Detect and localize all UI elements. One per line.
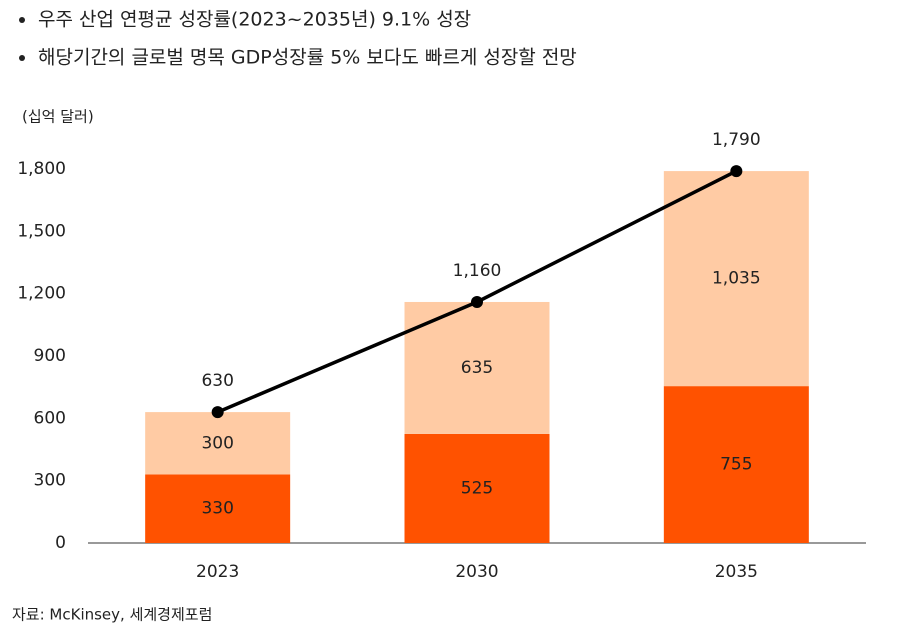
value-label: 755: [720, 455, 752, 475]
bar-segment: [145, 412, 291, 475]
bar-segment: [145, 474, 291, 543]
x-tick-label: 2035: [715, 562, 758, 582]
x-tick-label: 2030: [455, 562, 498, 582]
value-label: 630: [201, 371, 233, 391]
y-tick-label: 1,500: [17, 221, 66, 241]
y-tick-label: 1,800: [17, 159, 66, 179]
y-axis-unit: (십억 달러): [22, 108, 94, 126]
value-label: 1,790: [712, 130, 761, 150]
bullet: [19, 17, 25, 23]
y-tick-label: 900: [34, 346, 66, 366]
value-label: 1,035: [712, 269, 761, 289]
note: 해당기간의 글로벌 명목 GDP성장률 5% 보다도 빠르게 성장할 전망: [38, 47, 577, 69]
bar-segment: [404, 433, 550, 543]
line-point: [211, 406, 224, 419]
value-label: 635: [461, 358, 493, 378]
line-point: [471, 295, 483, 308]
y-tick-label: 0: [55, 533, 66, 553]
value-label: 1,160: [453, 261, 502, 281]
y-tick-label: 300: [34, 471, 66, 491]
value-label: 300: [201, 433, 233, 453]
bar-segment: [663, 171, 809, 387]
y-tick-label: 1,200: [17, 284, 66, 304]
line-point: [730, 165, 743, 178]
bullet: [19, 55, 25, 61]
source: 자료: McKinsey, 세계경제포럼: [12, 606, 212, 624]
bar-segment: [663, 386, 809, 543]
y-tick-label: 600: [34, 408, 66, 428]
note: 우주 산업 연평균 성장률(2023~2035년) 9.1% 성장: [38, 9, 471, 31]
value-label: 330: [201, 499, 233, 519]
value-label: 525: [461, 478, 493, 498]
x-tick-label: 2023: [196, 562, 239, 582]
